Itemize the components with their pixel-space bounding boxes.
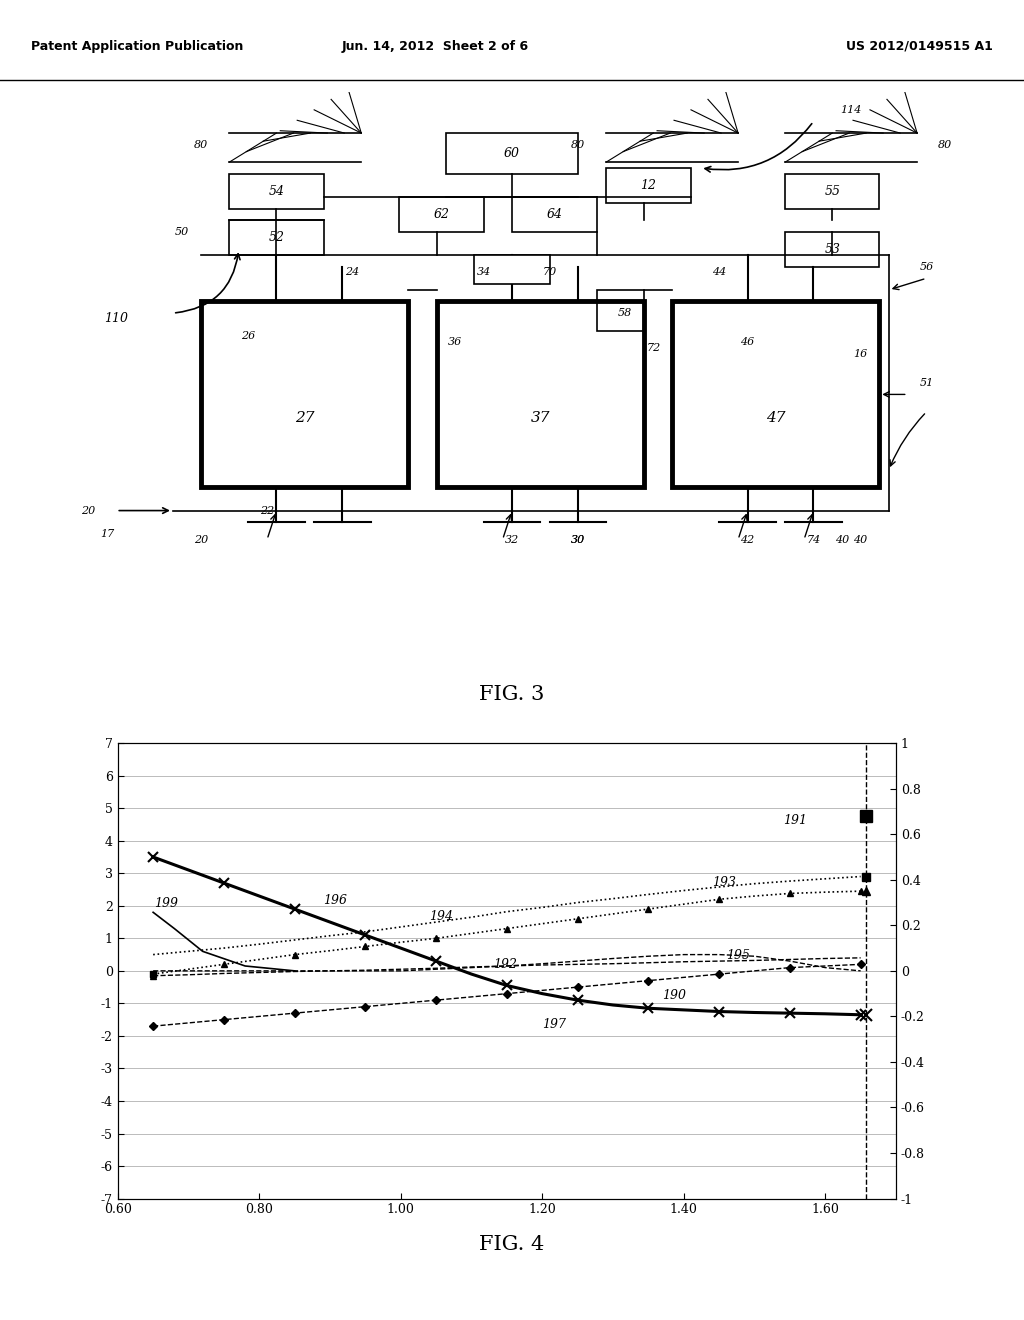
Text: 72: 72 [646,343,660,352]
Text: 56: 56 [920,261,934,272]
Bar [672,301,880,487]
Text: 190: 190 [663,989,686,1002]
Text: 16: 16 [853,348,867,359]
Text: 40: 40 [835,535,849,545]
Text: 58: 58 [617,308,632,318]
Text: 62: 62 [433,207,450,220]
Bar [201,301,409,487]
Text: 74: 74 [806,535,820,545]
Text: 30: 30 [570,535,585,545]
Text: 22: 22 [260,506,274,516]
Text: 44: 44 [712,268,726,277]
Bar [606,168,691,203]
Bar [474,255,550,284]
Text: 199: 199 [155,898,178,911]
Bar [436,301,644,487]
Text: 80: 80 [570,140,585,149]
Text: 24: 24 [345,268,359,277]
Text: 193: 193 [712,875,736,888]
Text: 114: 114 [841,104,862,115]
Text: 80: 80 [194,140,208,149]
Text: Jun. 14, 2012  Sheet 2 of 6: Jun. 14, 2012 Sheet 2 of 6 [341,40,528,53]
Text: 194: 194 [429,911,453,924]
Text: 42: 42 [740,535,755,545]
Bar [229,220,324,255]
Bar [785,174,880,209]
Text: US 2012/0149515 A1: US 2012/0149515 A1 [847,40,993,53]
Text: 46: 46 [740,337,755,347]
Bar [672,301,880,487]
Text: 12: 12 [641,178,656,191]
Text: 36: 36 [449,337,463,347]
Text: 53: 53 [824,243,841,256]
Text: 37: 37 [530,411,550,425]
Bar [229,133,361,162]
Text: FIG. 4: FIG. 4 [479,1236,545,1254]
Text: 80: 80 [938,140,952,149]
Text: 32: 32 [505,535,519,545]
Text: 17: 17 [99,529,114,539]
Text: 64: 64 [547,207,562,220]
Text: 196: 196 [323,894,347,907]
Text: FIG. 3: FIG. 3 [479,685,545,704]
Text: 20: 20 [81,506,95,516]
Bar [436,301,644,487]
Text: 51: 51 [920,378,934,388]
Text: Patent Application Publication: Patent Application Publication [31,40,243,53]
Text: 70: 70 [543,268,557,277]
Text: 197: 197 [543,1018,566,1031]
Text: 110: 110 [104,313,128,326]
Bar [446,133,578,174]
Text: 34: 34 [476,268,490,277]
Text: 50: 50 [175,227,189,236]
Text: 40: 40 [853,535,867,545]
Bar [785,232,880,267]
Text: 52: 52 [268,231,285,244]
Text: 54: 54 [268,185,285,198]
Bar [201,301,409,487]
Bar [606,133,738,162]
Text: 192: 192 [493,958,517,972]
Bar [785,133,918,162]
Bar [399,197,483,232]
Text: 47: 47 [766,411,785,425]
Text: 195: 195 [726,949,751,962]
Bar [201,301,409,487]
Text: 55: 55 [824,185,841,198]
Text: 27: 27 [295,411,314,425]
Text: 191: 191 [782,814,807,828]
Text: 20: 20 [194,535,208,545]
Text: 26: 26 [241,331,255,342]
Bar [229,174,324,209]
Bar [512,197,597,232]
Bar [597,290,644,330]
Text: 60: 60 [504,147,520,160]
Text: 30: 30 [570,535,585,545]
